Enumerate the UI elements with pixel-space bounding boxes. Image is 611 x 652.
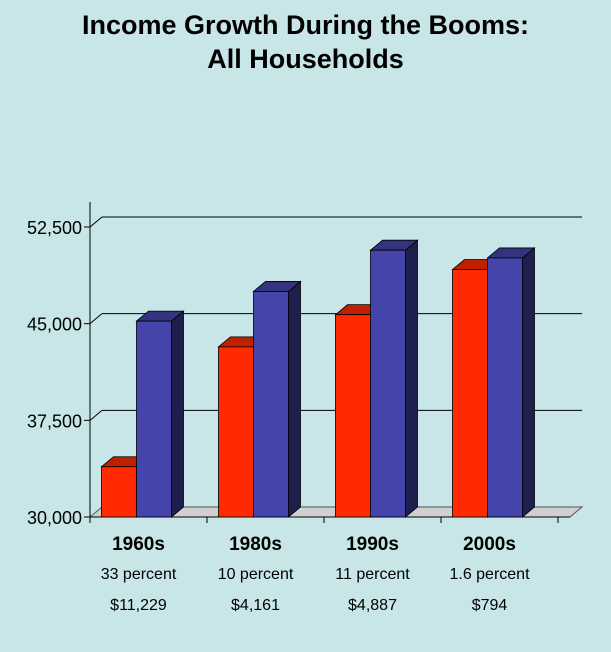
- growth-percent-label: 11 percent: [335, 566, 410, 583]
- y-tick-label: 30,000: [27, 508, 82, 528]
- bar-front: [218, 346, 254, 518]
- growth-percent-label: 33 percent: [101, 566, 177, 583]
- bar-front: [101, 466, 137, 518]
- bar-front: [370, 249, 406, 518]
- chart-title-line-2: All Households: [207, 44, 404, 74]
- bar-front: [335, 314, 371, 518]
- bar-front: [136, 320, 172, 518]
- gridline-side: [89, 216, 103, 228]
- bar-side: [171, 310, 184, 518]
- bar: [369, 239, 419, 518]
- bar: [135, 310, 185, 518]
- bar: [252, 280, 302, 518]
- y-tick-label: 37,500: [27, 411, 82, 431]
- labels: 1960s 33 percent $11,229 1980s 10 percent $4,…: [101, 534, 530, 614]
- chart-title-line-1: Income Growth During the Booms:: [81, 10, 529, 40]
- growth-percent-label: 10 percent: [218, 566, 294, 583]
- bar-front: [253, 291, 289, 518]
- growth-dollars-label: $4,887: [348, 597, 397, 614]
- bars: [100, 239, 536, 518]
- growth-dollars-label: $794: [472, 597, 508, 614]
- y-tick-label: 45,000: [27, 315, 82, 335]
- growth-dollars-label: $4,161: [231, 597, 280, 614]
- category-label: 1980s: [229, 534, 282, 555]
- bar-side: [522, 247, 535, 518]
- bar-side: [288, 280, 301, 518]
- bar-side: [405, 239, 418, 518]
- bar-front: [487, 257, 523, 518]
- y-tick-label: 52,500: [27, 218, 82, 238]
- category-label: 1990s: [346, 534, 399, 555]
- gridline-side: [89, 409, 103, 421]
- growth-dollars-label: $11,229: [110, 597, 167, 614]
- growth-percent-label: 1.6 percent: [449, 566, 530, 583]
- bar-front: [452, 269, 488, 518]
- bar: [486, 247, 536, 518]
- y-axis: 30,000 37,500 45,000 52,500: [27, 202, 91, 528]
- gridline-side: [89, 313, 103, 325]
- category-label: 2000s: [463, 534, 516, 555]
- category-label: 1960s: [112, 534, 165, 555]
